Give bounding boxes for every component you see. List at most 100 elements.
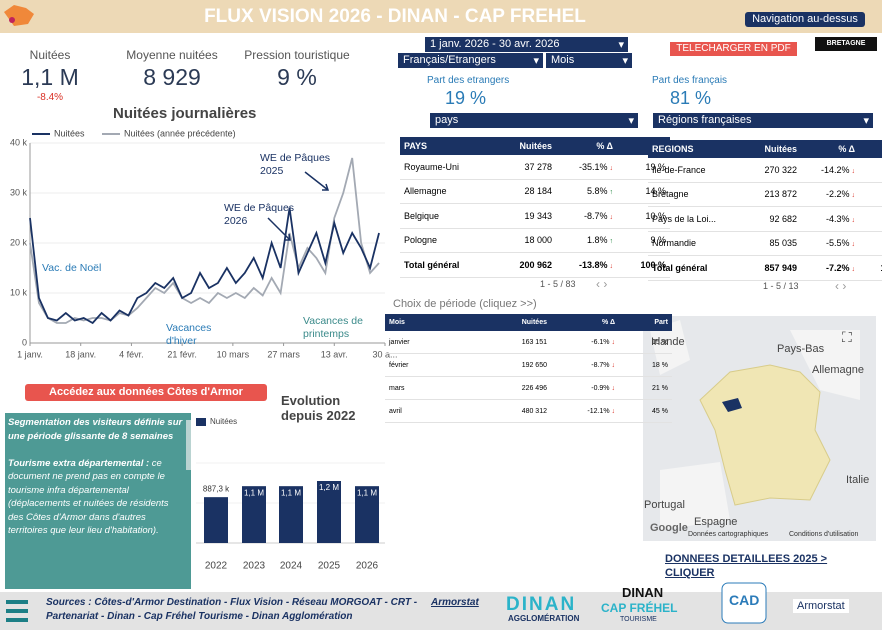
cell: Nuitées — [496, 137, 556, 155]
cell: février — [385, 353, 483, 377]
cell: 213 872 — [741, 182, 801, 207]
cell: Mois — [385, 314, 483, 331]
pagination: 1 - 5 / 13 — [763, 281, 799, 291]
x-tick-label: 27 mars — [267, 349, 300, 359]
x-tick-label: 2022 — [205, 561, 228, 572]
bar — [355, 486, 379, 543]
cell: 163 151 — [483, 331, 551, 354]
y-tick-label: 40 k — [10, 137, 28, 147]
download-button[interactable]: TELECHARGER EN PDF — [670, 42, 797, 56]
cell: 100 % — [859, 255, 882, 281]
chart-title: Nuitées journalières — [113, 105, 257, 122]
kpi-label: Nuitées — [29, 48, 71, 62]
share-dropdown[interactable]: pays — [430, 113, 638, 128]
footer-partners: Partenariat - Dinan - Cap Fréhel Tourism… — [46, 611, 353, 622]
kpi-value: 1,1 M — [21, 64, 79, 90]
header: Mois Nuitées% Δ Part — [385, 314, 672, 331]
fullscreen[interactable]: ⛶ — [842, 329, 852, 345]
cell: avril — [385, 399, 483, 423]
cell: 37 278 — [496, 155, 556, 180]
footer-link[interactable]: Armorstat — [431, 597, 479, 608]
x-tick-label: 10 mars — [217, 349, 250, 359]
pager: ‹ › — [835, 279, 847, 293]
logo: AGGLOMÉRATION — [508, 614, 580, 623]
cell: 18 000 — [496, 228, 556, 253]
segment-filter[interactable]: Français/Etrangers — [398, 53, 543, 68]
map-land — [650, 320, 860, 530]
cell: 480 312 — [483, 399, 551, 423]
share-value: 81 % — [670, 88, 712, 108]
cell: -12.1% — [551, 399, 619, 423]
cell: Total général — [648, 255, 741, 281]
nav-button[interactable]: Navigation au-dessus — [745, 12, 865, 27]
cell: -6.1% — [551, 331, 619, 354]
cell: Belgique — [400, 203, 496, 229]
cell: -14.2% — [801, 158, 859, 183]
share-dropdown[interactable]: Régions françaises — [653, 113, 873, 128]
share-label: Part des français — [652, 75, 728, 86]
chart-title: Evolution depuis 2022 — [281, 393, 356, 423]
cell: % Δ — [801, 140, 859, 158]
arrow — [304, 171, 330, 191]
period-title: Choix de période (cliquez >>) — [393, 298, 537, 310]
logo: DINAN — [622, 585, 664, 600]
cell: Pays de la Loi... — [648, 206, 741, 232]
map-google: Google — [650, 522, 688, 534]
legend-label: Nuitées (année précédente) — [124, 128, 236, 138]
legend-label: Nuitées — [54, 128, 85, 138]
cell: 1.8% — [556, 228, 617, 253]
x-tick-label: 2024 — [280, 561, 303, 572]
cell: -5.5% — [801, 231, 859, 256]
access-button[interactable]: Accédez aux données Côtes d'Armor — [25, 384, 267, 401]
x-tick-label: 4 févr. — [119, 349, 144, 359]
cell: -7.2% — [801, 255, 859, 281]
cell: 18 % — [619, 353, 672, 377]
cell: Normandie — [648, 231, 741, 256]
bar — [242, 486, 266, 543]
kpi-label: Pression touristique — [244, 48, 350, 62]
brand-logo: BRETAGNE — [815, 37, 877, 51]
info-text: Segmentation des visiteurs définie sur u… — [8, 416, 184, 538]
info-lead: Tourisme extra départemental : — [8, 457, 150, 469]
footer-icon — [6, 600, 28, 622]
cell: Part — [859, 140, 882, 158]
cell: Nuitées — [483, 314, 551, 331]
map-label: Irlande — [651, 336, 685, 348]
detail-link[interactable]: DONNEES DETAILLEES 2025 > CLIQUER — [665, 553, 828, 579]
cell: % Δ — [556, 137, 617, 155]
cell: mars — [385, 376, 483, 400]
cell: 21 % — [619, 376, 672, 400]
cell: Royaume-Uni — [400, 155, 496, 180]
annotation: Vacances de printemps — [303, 315, 363, 340]
info-panel — [5, 413, 191, 589]
cell: Ile-de-France — [648, 158, 741, 183]
row[interactable]: Pays de la Loi...92 682-4.3%11 % — [648, 206, 882, 232]
logo-dot — [9, 17, 15, 23]
annotation: Vacances d'hiver — [166, 322, 212, 347]
cell: Part — [619, 314, 672, 331]
cell: 45 % — [619, 399, 672, 423]
header-bar — [0, 0, 882, 33]
date-filter[interactable]: 1 janv. 2026 - 30 avr. 2026 — [425, 37, 628, 52]
share-label: Part des etrangers — [427, 75, 510, 86]
granularity-filter[interactable]: Mois — [546, 53, 632, 68]
x-tick-label: 1 janv. — [17, 349, 43, 359]
annotation: Vac. de Noël — [42, 262, 102, 274]
y-tick-label: 10 k — [10, 287, 28, 297]
cell: Bretagne — [648, 182, 741, 207]
annotation: WE de Pâques 2026 — [224, 202, 295, 227]
